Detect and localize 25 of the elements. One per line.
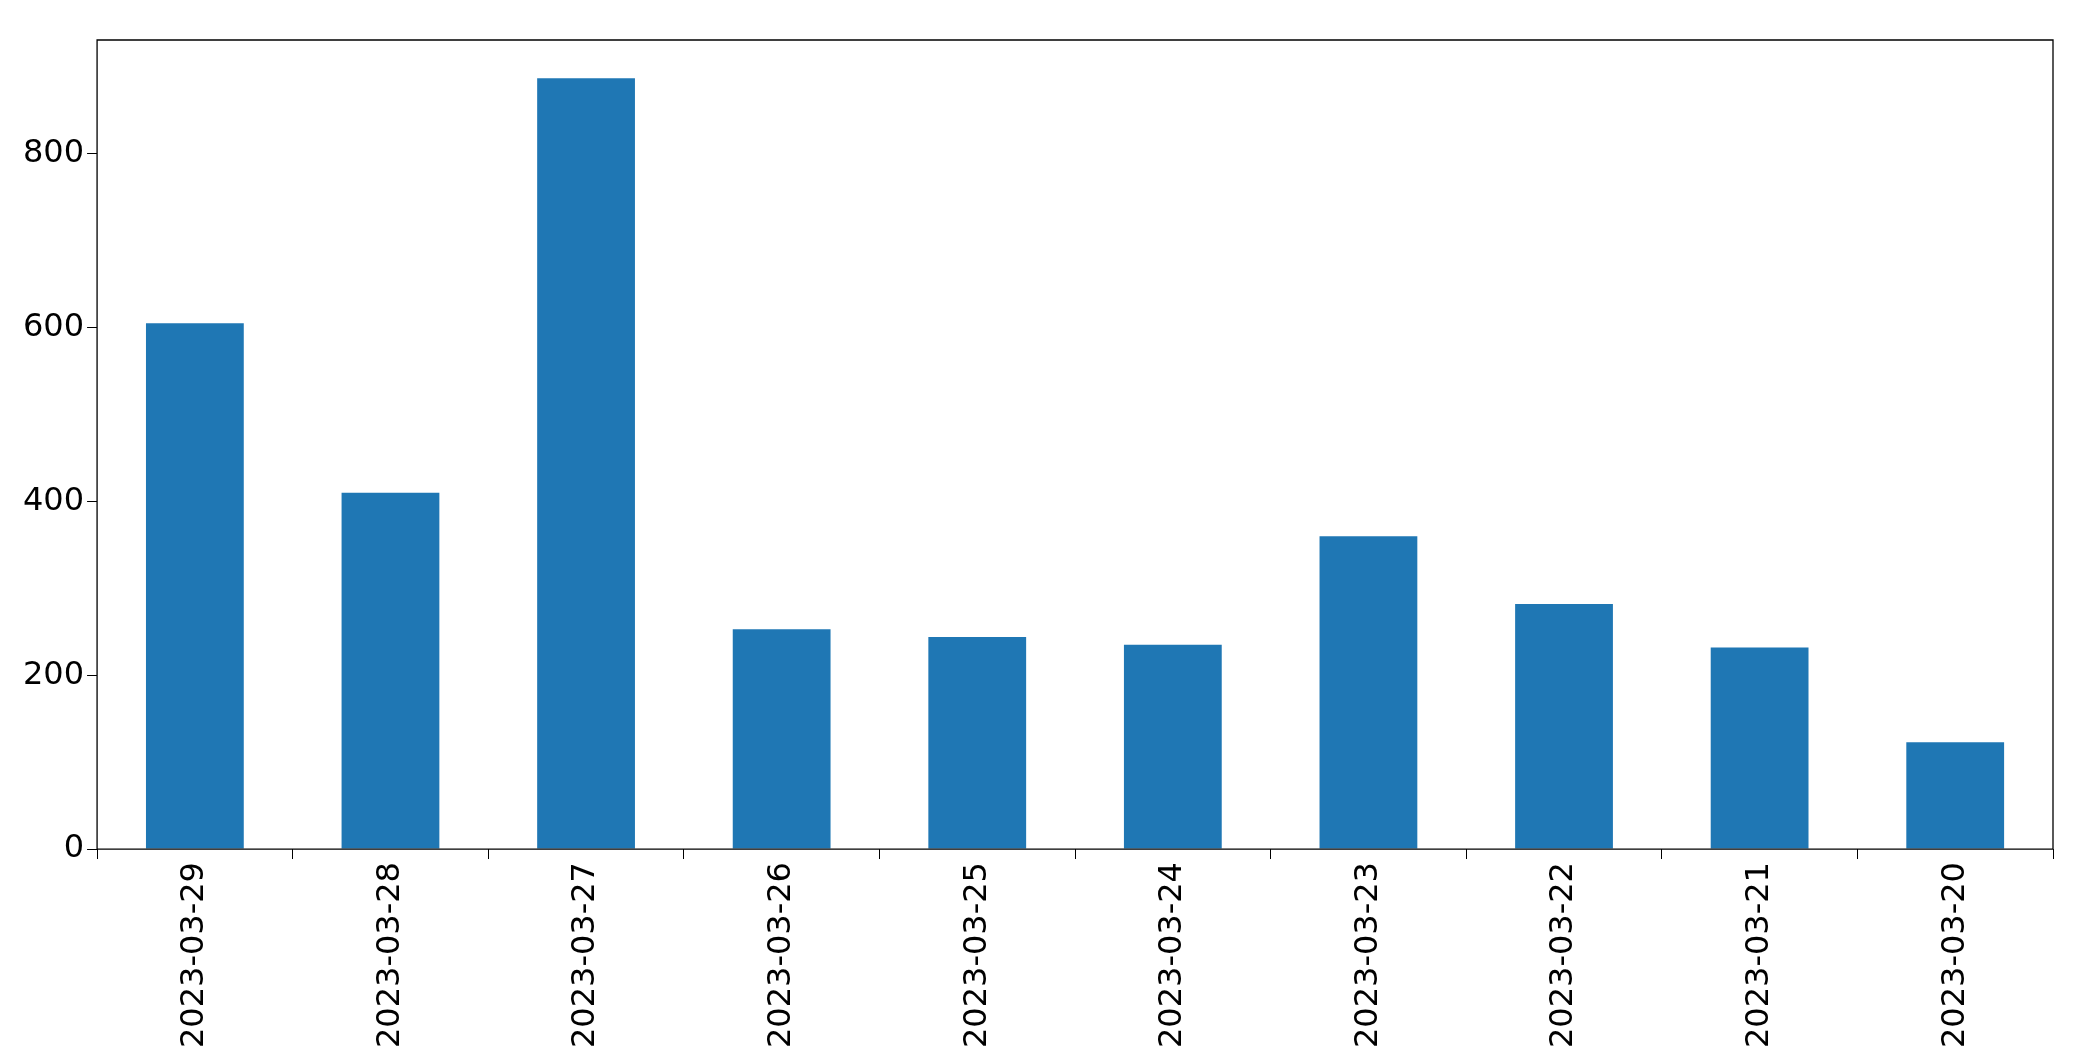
y-tick-label: 600 — [23, 305, 85, 344]
bar — [537, 78, 635, 849]
bar — [1710, 647, 1809, 849]
x-tick-label: 2023-03-22 — [1542, 862, 1581, 1048]
bar — [928, 637, 1027, 849]
x-tick-label: 2023-03-25 — [955, 862, 994, 1048]
bar — [1319, 536, 1418, 849]
bar — [1123, 644, 1222, 849]
bar — [1515, 603, 1613, 849]
y-tick-label: 0 — [63, 827, 85, 866]
y-tick-label: 400 — [23, 479, 85, 518]
bar — [341, 492, 440, 849]
x-tick-label: 2023-03-26 — [759, 862, 798, 1048]
y-tick-label: 800 — [23, 132, 85, 171]
x-tick-label: 2023-03-20 — [1933, 862, 1972, 1048]
x-tick-label: 2023-03-28 — [368, 862, 407, 1048]
bar — [732, 629, 831, 849]
x-tick-label: 2023-03-29 — [173, 862, 212, 1048]
y-tick-label: 200 — [23, 653, 85, 692]
x-tick-label: 2023-03-24 — [1151, 862, 1190, 1048]
x-tick-label: 2023-03-27 — [564, 862, 603, 1048]
x-tick-label: 2023-03-23 — [1346, 862, 1385, 1048]
bar — [145, 323, 244, 849]
bar — [1906, 742, 2005, 849]
x-tick-label: 2023-03-21 — [1737, 862, 1776, 1048]
